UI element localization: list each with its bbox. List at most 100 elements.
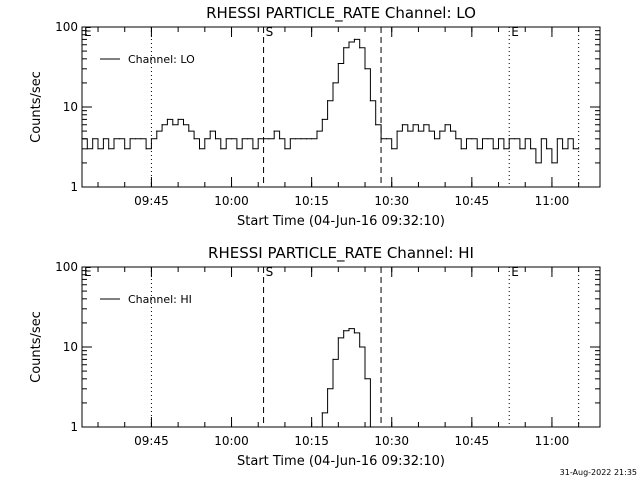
x-tick-label: 10:15 <box>294 194 329 208</box>
panel-1-data-point <box>204 138 206 140</box>
x-tick-label: 11:00 <box>535 194 570 208</box>
x-tick-label: 09:45 <box>134 194 169 208</box>
x-tick-label: 10:30 <box>374 194 409 208</box>
panel-1-data-point <box>193 138 195 140</box>
panel-1-data-point <box>508 138 510 140</box>
panel-1-data-point <box>514 138 516 140</box>
panel-1-data-point <box>364 68 366 70</box>
panel-1-data-point <box>412 124 414 126</box>
panel-1-data-point <box>214 138 217 140</box>
panel-1-data-point <box>284 148 286 150</box>
y-tick-label: 10 <box>63 340 78 354</box>
panel-1-data-point <box>396 130 398 132</box>
panel-1-data-point <box>487 138 489 140</box>
panel-1-data-point <box>257 138 259 140</box>
x-tick-label: 10:45 <box>455 194 490 208</box>
panel-1-data-point <box>305 138 307 140</box>
panel-2-data-point <box>348 328 350 330</box>
panel-1-data-point <box>353 38 355 41</box>
panel-1-data-point <box>562 148 564 150</box>
panel-1-y-axis-label: Counts/sec <box>29 71 44 143</box>
panel-1-data-point <box>444 124 446 126</box>
panel-2-data-point <box>359 346 361 348</box>
panel-1-data-point <box>551 162 553 164</box>
panel-1-data-point <box>236 148 238 150</box>
x-tick-label: 11:00 <box>535 434 570 448</box>
y-tick-label: 10 <box>63 100 78 114</box>
panel-1-data-point <box>241 138 243 140</box>
panel-1-data-point <box>252 148 254 150</box>
panel-1-data-point <box>476 148 478 150</box>
panel-1-data-point <box>273 130 275 132</box>
panel-1-data-point <box>369 100 371 102</box>
panel-2-data-point <box>316 426 318 428</box>
panel-1-data-point <box>535 162 537 164</box>
panel-1-data-point <box>327 100 329 102</box>
panel-1-data-point <box>198 148 201 150</box>
panel-2-x-axis-label: Start Time (04-Jun-16 09:32:10) <box>237 454 445 469</box>
panel-1-data-point <box>348 41 350 43</box>
panel-1-data-point <box>359 47 361 49</box>
event-marker-label: S <box>266 265 274 279</box>
panel-1-data-point <box>230 138 233 140</box>
generated-timestamp: 31-Aug-2022 21:35 <box>560 468 637 477</box>
panel-1-data-point <box>530 148 532 150</box>
panel-1-data-point <box>113 138 115 140</box>
panel-1-data-point <box>311 138 313 140</box>
panel-2-data-point <box>353 332 355 334</box>
panel-1-data-point <box>150 138 152 140</box>
panel-1-data-point <box>81 138 83 140</box>
panel-1-data-point <box>246 138 249 140</box>
x-tick-label: 10:00 <box>214 194 249 208</box>
panel-1-data-point <box>145 148 147 150</box>
panel-1-data-point <box>423 124 425 126</box>
panel-1-data-point <box>86 148 88 150</box>
panel-2-y-axis-label: Counts/sec <box>29 311 44 383</box>
event-marker-label: S <box>266 25 274 39</box>
panel-1-data-point <box>343 47 345 49</box>
panel-1-data-point <box>433 138 436 140</box>
panel-2-series-line <box>317 328 371 428</box>
panel-1-data-point <box>279 138 281 140</box>
panel-1-data-point <box>316 130 318 132</box>
panel-1-data-point <box>449 130 452 132</box>
panel-1-data-point <box>321 118 323 120</box>
panel-1-data-point <box>417 130 419 132</box>
event-marker-label: E <box>511 25 519 39</box>
panel-2-legend-label: Channel: HI <box>128 293 192 306</box>
panel-1-data-point <box>177 118 179 120</box>
panel-1-data-point <box>220 148 222 150</box>
panel-1-data-point <box>332 82 334 84</box>
panel-1-data-point <box>460 148 462 150</box>
panel-2-data-point <box>369 426 371 428</box>
panel-1-data-point <box>134 138 136 140</box>
y-tick-label: 100 <box>55 260 78 274</box>
panel-1-data-point <box>572 148 574 150</box>
event-marker-label: E <box>84 265 92 279</box>
panel-2-data-point <box>343 330 345 332</box>
panel-1-data-point <box>439 130 441 132</box>
x-tick-label: 10:30 <box>374 434 409 448</box>
panel-2-data-point <box>327 388 329 390</box>
y-tick-label: 100 <box>55 20 78 34</box>
panel-1-data-point <box>540 138 542 140</box>
panel-1-data-point <box>471 138 473 140</box>
x-tick-label: 09:45 <box>134 434 169 448</box>
panel-1-data-point <box>209 130 211 132</box>
panel-1-data-point <box>300 138 302 140</box>
panel-1-legend-label: Channel: LO <box>128 53 195 66</box>
panel-2-data-point <box>337 337 339 339</box>
panel-1-data-point <box>295 138 297 140</box>
x-tick-label: 10:15 <box>294 434 329 448</box>
panel-1-data-point <box>289 138 291 140</box>
panel-1-data-point <box>156 130 158 132</box>
panel-1-data-point <box>481 138 484 140</box>
event-marker-label: E <box>84 25 92 39</box>
panel-1-data-point <box>172 124 174 126</box>
panel-1-data-point <box>166 118 168 120</box>
panel-1-data-point <box>102 138 104 140</box>
panel-1-data-point <box>407 130 409 132</box>
panel-1-data-point <box>182 124 185 126</box>
panel-1-data-point <box>385 138 387 140</box>
